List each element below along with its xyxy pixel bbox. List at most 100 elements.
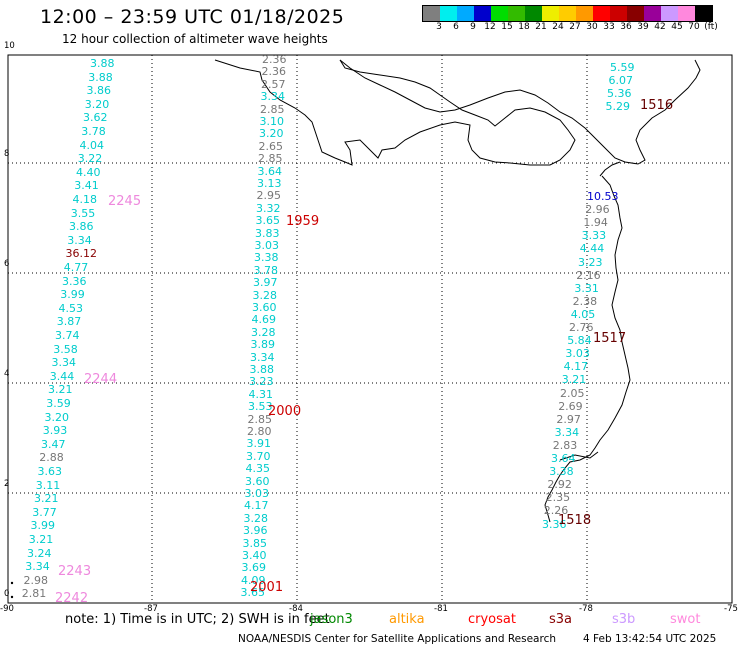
wave-height-value: 2.16 [576,268,601,282]
wave-height-value: 3.22 [77,152,103,166]
wave-height-value: 3.03 [254,239,280,252]
wave-height-value: 4.35 [245,462,271,476]
wave-height-value: 3.36 [62,274,87,288]
wave-height-value: 2.69 [558,399,583,413]
wave-height-value: 3.24 [27,546,52,560]
track-point [10,581,14,585]
wave-height-value: 3.34 [25,560,50,574]
wave-height-value: 3.20 [259,127,284,141]
wave-height-value: 3.10 [259,115,285,128]
pass-time-label: 2244 [84,372,118,387]
wave-height-value: 6.07 [608,74,634,87]
x-tick-label: -78 [579,604,593,614]
pass-time-label: 2245 [108,194,142,209]
wave-height-value: 3.40 [242,549,267,562]
x-tick-label: -75 [724,604,738,614]
wave-height-value: 2.38 [572,294,598,308]
wave-height-value: 2.97 [556,412,581,426]
wave-height-value: 2.65 [258,139,284,153]
wave-height-value: 3.88 [90,57,115,70]
wave-height-value: 2.36 [261,65,287,79]
wave-height-value: 5.59 [610,61,635,74]
x-tick-label: -81 [434,604,448,614]
wave-height-value: 3.11 [35,478,61,492]
wave-height-value: 3.65 [255,214,281,228]
pass-time-label: 1959 [286,214,320,229]
color-swatch [423,6,440,21]
wave-height-value: 3.86 [86,84,112,98]
wave-height-value: 3.44 [49,369,75,383]
legend-item-cryosat: cryosat [468,612,516,627]
wave-height-value: 2.88 [39,451,64,465]
wave-height-value: 3.21 [34,492,59,506]
legend-item-altika: altika [389,612,425,627]
wave-height-value: 2.81 [21,587,47,601]
pass-time-label: 1517 [593,331,627,346]
y-tick-label: 2 [4,479,10,489]
wave-height-value: 3.32 [256,201,281,215]
wave-height-value: 3.28 [243,511,269,525]
footer-note: note: 1) Time is in UTC; 2) SWH is in fe… [65,612,330,627]
color-swatch [508,6,525,21]
pass-time-label: 1516 [640,98,674,113]
wave-height-value: 3.21 [561,373,587,387]
wave-height-value: 3.86 [69,220,94,234]
color-scale-label: 70 [688,22,700,32]
legend-item-s3b: s3b [612,612,636,627]
y-tick-label: 4 [4,369,10,379]
color-scale-label: 6 [453,22,459,32]
wave-height-value: 3.93 [42,424,68,438]
wave-height-value: 3.34 [67,233,92,247]
wave-height-value: 3.69 [241,561,267,575]
color-scale-label: 21 [535,22,547,32]
wave-height-value: 4.69 [251,313,277,327]
wave-height-value: 3.64 [551,452,576,465]
wave-height-value: 2.05 [560,386,585,400]
wave-height-value: 4.04 [79,138,105,152]
wave-height-value: 2.36 [262,53,287,66]
wave-height-value: 3.34 [260,90,286,104]
timestamp: 4 Feb 13:42:54 UTC 2025 [583,633,717,645]
wave-height-value: 3.47 [41,437,66,451]
chart-title: 12:00 – 23:59 UTC 01/18/2025 [40,6,345,28]
color-swatch [627,6,644,21]
wave-height-value: 2.98 [23,573,49,587]
wave-height-value: 2.85 [258,152,283,166]
color-swatch [644,6,661,21]
wave-height-value: 3.60 [245,474,270,488]
wave-height-value: 2.80 [247,425,272,438]
wave-height-value: 3.96 [243,524,268,538]
y-tick-label: 8 [4,149,10,159]
wave-height-value: 2.85 [247,412,273,426]
wave-height-value: 3.41 [74,179,99,193]
color-swatch [525,6,542,21]
wave-height-value: 3.78 [81,125,106,138]
color-swatch [576,6,593,21]
legend-item-swot: swot [670,612,701,627]
color-swatch [695,6,712,21]
wave-height-value: 3.36 [542,517,567,531]
pass-time-label: 2243 [58,564,92,579]
wave-height-value: 3.23 [578,255,603,269]
wave-height-value: 4.53 [58,301,84,315]
wave-height-value: 4.44 [579,242,605,256]
color-scale-label: 15 [501,22,513,32]
wave-height-value: 3.64 [257,164,283,178]
pass-time-label: 2000 [268,404,302,419]
wave-height-value: 3.03 [565,347,590,361]
wave-height-value: 3.91 [246,437,272,451]
chart-subtitle: 12 hour collection of altimeter wave hei… [62,32,328,46]
color-swatch [457,6,474,21]
wave-height-value: 5.36 [607,87,632,100]
wave-height-value: 3.34 [51,356,77,370]
wave-height-value: 3.28 [252,288,278,302]
color-scale-label: 33 [603,22,615,32]
wave-height-value: 3.21 [28,533,54,546]
wave-height-value: 4.17 [563,360,589,374]
wave-height-value: 2.96 [585,203,610,217]
wave-height-value: 3.28 [251,325,276,339]
color-scale-label: 3 [436,22,442,32]
wave-height-value: 3.78 [253,263,279,277]
wave-height-value: 4.40 [76,165,101,179]
